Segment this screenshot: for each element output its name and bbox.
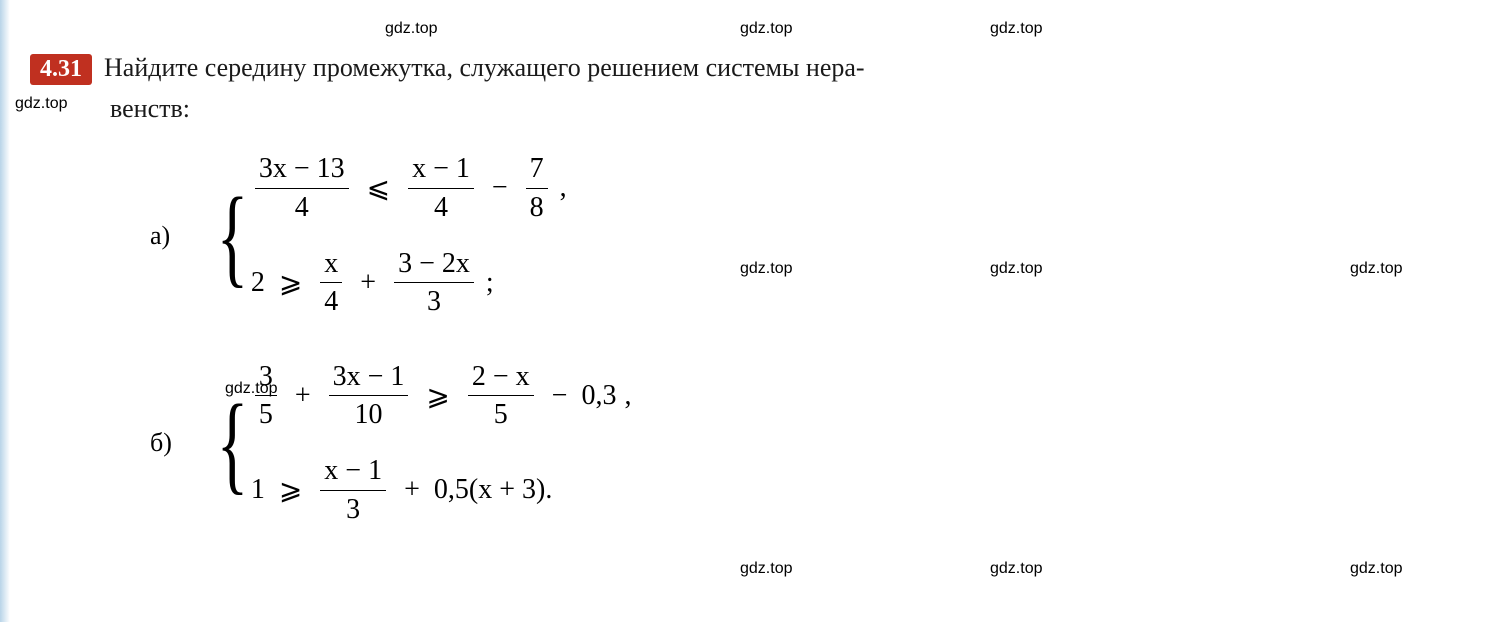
denominator: 3	[423, 283, 445, 319]
numerator: 3	[255, 360, 277, 397]
fraction: x − 1 4	[408, 152, 474, 224]
fraction: x 4	[320, 247, 342, 319]
systems-container: а) { 3x − 13 4 ⩽ x − 1 4 − 7	[150, 144, 1466, 534]
problem-text-line2: венств:	[110, 94, 1466, 124]
watermark-text: gdz.top	[385, 20, 437, 38]
watermark-text: gdz.top	[740, 20, 792, 38]
numerator: 3x − 13	[255, 152, 349, 189]
part-a-inequalities: 3x − 13 4 ⩽ x − 1 4 − 7 8 ,	[251, 144, 567, 326]
part-a-label: а)	[150, 221, 186, 251]
fraction: 2 − x 5	[468, 360, 534, 432]
relation-op: ⩾	[426, 379, 449, 413]
fraction: x − 1 3	[320, 454, 386, 526]
watermark-text: gdz.top	[740, 560, 792, 578]
part-b-row: б) { 3 5 + 3x − 1 10 ⩾ 2 − x	[150, 352, 1466, 534]
numerator: 7	[526, 152, 548, 189]
left-brace-icon: {	[217, 352, 249, 534]
constant: 0,3	[581, 380, 616, 412]
minus-op: −	[492, 172, 508, 204]
part-b-ineq2: 1 ⩾ x − 1 3 + 0,5(x + 3).	[251, 454, 632, 526]
fraction: 3x − 13 4	[255, 152, 349, 224]
numerator: 2 − x	[468, 360, 534, 397]
denominator: 5	[255, 396, 277, 432]
denominator: 10	[351, 396, 387, 432]
page-left-border	[0, 0, 10, 622]
watermark-text: gdz.top	[990, 560, 1042, 578]
left-brace-icon: {	[217, 144, 249, 326]
constant: 1	[251, 474, 265, 506]
numerator: x − 1	[320, 454, 386, 491]
watermark-text: gdz.top	[15, 95, 67, 113]
watermark-text: gdz.top	[1350, 560, 1402, 578]
part-a-system: { 3x − 13 4 ⩽ x − 1 4 − 7 8	[206, 144, 567, 326]
problem-header: 4.31 Найдите середину промежутка, служащ…	[30, 50, 1466, 86]
part-b-ineq1: 3 5 + 3x − 1 10 ⩾ 2 − x 5 − 0,3 ,	[251, 360, 632, 432]
denominator: 4	[430, 189, 452, 225]
part-a-row: а) { 3x − 13 4 ⩽ x − 1 4 − 7	[150, 144, 1466, 326]
numerator: 3x − 1	[329, 360, 409, 397]
expression: 0,5(x + 3).	[434, 474, 552, 506]
relation-op: ⩾	[279, 266, 302, 300]
line-end: ,	[624, 380, 631, 412]
numerator: x − 1	[408, 152, 474, 189]
denominator: 4	[320, 283, 342, 319]
plus-op: +	[404, 474, 420, 506]
problem-number-badge: 4.31	[30, 54, 92, 85]
part-b-inequalities: 3 5 + 3x − 1 10 ⩾ 2 − x 5 − 0,3 ,	[251, 352, 632, 534]
plus-op: +	[360, 267, 376, 299]
problem-text-line1: Найдите середину промежутка, служащего р…	[104, 50, 865, 86]
part-b-label: б)	[150, 428, 186, 458]
watermark-text: gdz.top	[990, 20, 1042, 38]
part-b-system: { 3 5 + 3x − 1 10 ⩾ 2 − x 5	[206, 352, 631, 534]
line-end: ,	[560, 172, 567, 204]
constant: 2	[251, 267, 265, 299]
fraction: 3 5	[255, 360, 277, 432]
fraction: 7 8	[526, 152, 548, 224]
denominator: 4	[291, 189, 313, 225]
relation-op: ⩾	[279, 473, 302, 507]
denominator: 3	[342, 491, 364, 527]
denominator: 8	[526, 189, 548, 225]
fraction: 3x − 1 10	[329, 360, 409, 432]
denominator: 5	[490, 396, 512, 432]
fraction: 3 − 2x 3	[394, 247, 474, 319]
plus-op: +	[295, 380, 311, 412]
part-a-ineq2: 2 ⩾ x 4 + 3 − 2x 3 ;	[251, 247, 567, 319]
minus-op: −	[552, 380, 568, 412]
numerator: x	[320, 247, 342, 284]
part-a-ineq1: 3x − 13 4 ⩽ x − 1 4 − 7 8 ,	[251, 152, 567, 224]
relation-op: ⩽	[367, 171, 390, 205]
numerator: 3 − 2x	[394, 247, 474, 284]
line-end: ;	[486, 267, 494, 299]
